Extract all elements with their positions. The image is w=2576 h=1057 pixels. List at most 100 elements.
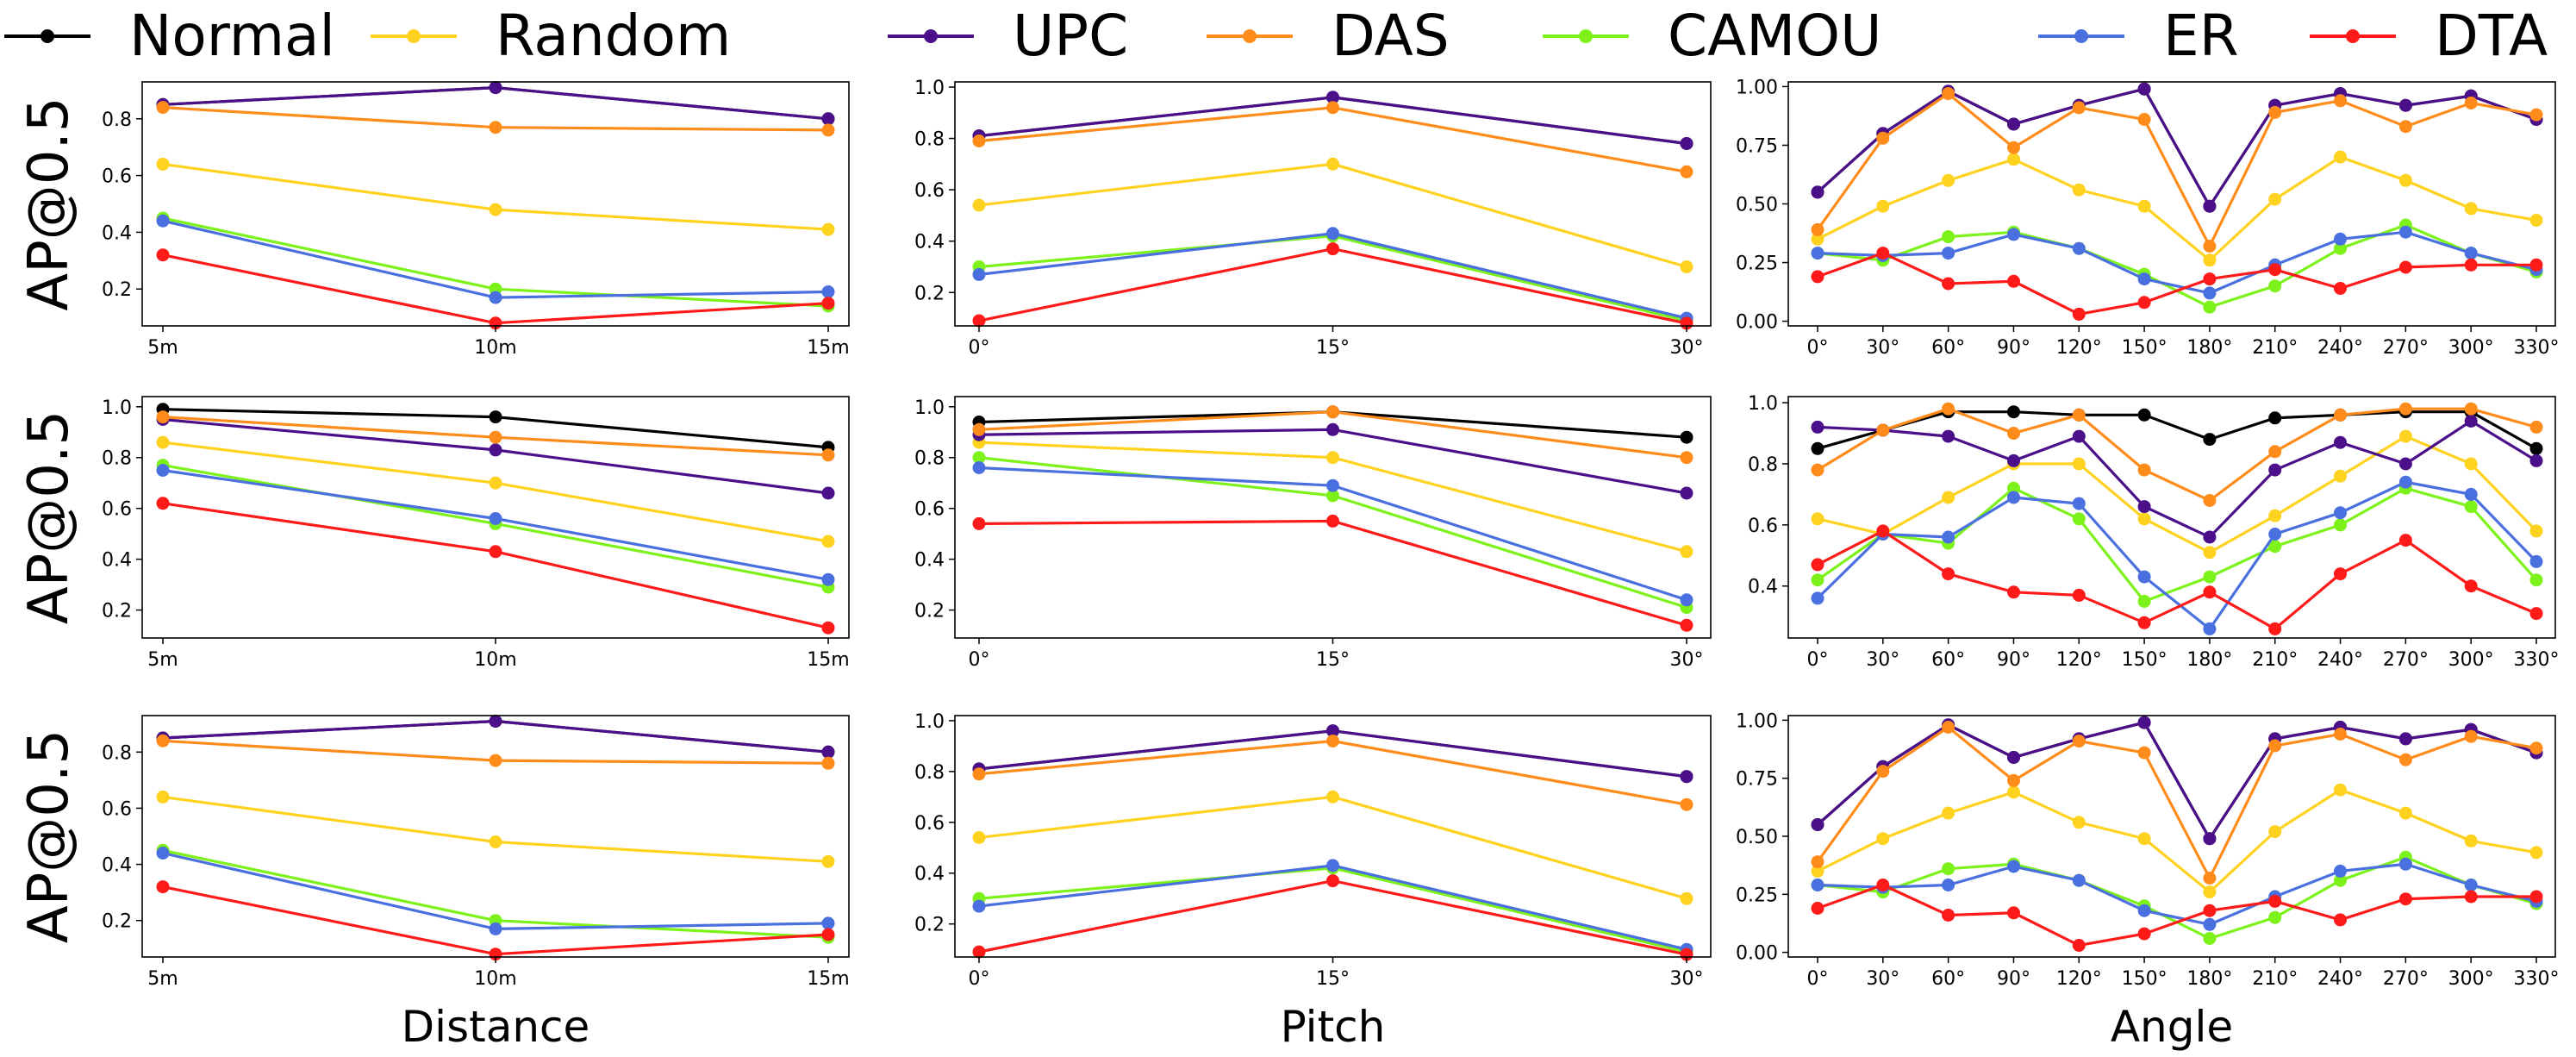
data-point (1811, 247, 1824, 260)
data-point (2007, 491, 2020, 504)
data-point (2334, 873, 2347, 887)
data-point (2072, 588, 2086, 602)
y-tick-label: 0.00 (1736, 943, 1778, 965)
data-point (1811, 558, 1824, 572)
data-point (2464, 402, 2478, 416)
data-point (1326, 735, 1339, 747)
data-point (1876, 199, 1890, 213)
data-point (2007, 585, 2020, 599)
data-point (2007, 481, 2020, 495)
data-point (1876, 247, 1890, 260)
series-random (156, 435, 835, 548)
series-das (972, 405, 1693, 465)
data-point (489, 754, 502, 767)
y-tick-label: 1.0 (914, 78, 945, 99)
y-tick-label: 1.0 (102, 397, 132, 419)
series-das (156, 734, 835, 770)
y-tick-label: 0.2 (102, 279, 132, 301)
data-point (2398, 857, 2412, 871)
legend-entry-dta: DTA (2310, 3, 2548, 69)
data-point (1811, 591, 1824, 605)
x-tick-label: 120° (2056, 649, 2102, 671)
series-random (1811, 783, 2543, 899)
legend-marker (1243, 29, 1257, 43)
data-point (156, 410, 170, 424)
x-tick-label: 0° (969, 649, 990, 671)
y-tick-label: 0.00 (1736, 312, 1778, 334)
data-point (1876, 524, 1890, 538)
x-tick-label: 15° (1316, 649, 1350, 671)
data-point (2268, 263, 2282, 277)
y-tick-label: 0.6 (914, 499, 945, 521)
data-point (2529, 214, 2543, 227)
data-point (2398, 457, 2412, 471)
data-point (972, 516, 986, 530)
data-point (2398, 98, 2412, 112)
data-point (821, 621, 835, 635)
data-point (2137, 616, 2151, 629)
data-point (2464, 414, 2478, 428)
data-point (821, 297, 835, 310)
x-tick-label: 90° (1997, 337, 2030, 359)
y-tick-label: 0.75 (1736, 135, 1778, 157)
data-point (1680, 797, 1693, 811)
data-point (156, 101, 170, 115)
legend-marker (407, 29, 421, 43)
data-point (2007, 117, 2020, 131)
series-random (1811, 429, 2543, 560)
data-point (1811, 232, 1824, 246)
legend-marker (2346, 29, 2360, 43)
x-tick-label: 210° (2252, 649, 2298, 671)
x-tick-label: 30° (1670, 337, 1704, 359)
data-point (1326, 242, 1339, 256)
x-tick-label: 120° (2056, 968, 2102, 990)
legend-marker (2074, 29, 2088, 43)
data-point (2268, 622, 2282, 635)
y-tick-label: 0.25 (1736, 253, 1778, 275)
data-point (1326, 451, 1339, 465)
series-line (1817, 410, 2537, 450)
data-point (2398, 753, 2412, 766)
data-point (2137, 500, 2151, 514)
data-point (1942, 721, 1955, 734)
data-point (2007, 751, 2020, 764)
data-point (2137, 199, 2151, 213)
data-point (1326, 227, 1339, 241)
data-point (156, 464, 170, 477)
x-tick-label: 5m (147, 968, 178, 990)
data-point (2268, 445, 2282, 459)
data-point (489, 410, 502, 424)
panel-r2-c3: 0° 30° 60° 90° 120° 150° 180° 210° 240° 270° 300° 3… (1748, 393, 2560, 671)
x-tick-label: 30° (1670, 968, 1704, 990)
x-tick-label: 5m (147, 337, 178, 359)
data-point (2464, 457, 2478, 471)
data-point (2529, 258, 2543, 272)
y-tick-label: 0.6 (102, 166, 132, 188)
data-point (1680, 165, 1693, 178)
data-point (2007, 453, 2020, 467)
data-point (1811, 270, 1824, 284)
x-tick-label: 0° (1807, 649, 1829, 671)
legend-entry-camou: CAMOU (1543, 3, 1881, 69)
row-3-y-axis-label: AP@0.5 (17, 729, 81, 943)
y-tick-label: 1.00 (1736, 77, 1778, 98)
data-point (2007, 773, 2020, 787)
data-point (1942, 491, 1955, 504)
data-point (2072, 497, 2086, 510)
x-tick-label: 240° (2317, 649, 2363, 671)
data-point (1326, 859, 1339, 872)
data-point (2137, 746, 2151, 760)
series-er (156, 214, 835, 304)
data-point (2007, 228, 2020, 241)
data-point (2268, 463, 2282, 477)
panel-r1-c1: 5m 10m 15m 0.2 0.4 0.6 0.8 (102, 81, 850, 359)
data-point (2268, 192, 2282, 206)
data-point (1811, 512, 1824, 526)
legend-label: Random (496, 3, 731, 69)
data-point (1942, 909, 1955, 922)
data-point (972, 899, 986, 913)
data-point (2137, 927, 2151, 941)
series-upc (1811, 414, 2543, 544)
data-point (1680, 430, 1693, 444)
series-dta (1811, 524, 2543, 635)
